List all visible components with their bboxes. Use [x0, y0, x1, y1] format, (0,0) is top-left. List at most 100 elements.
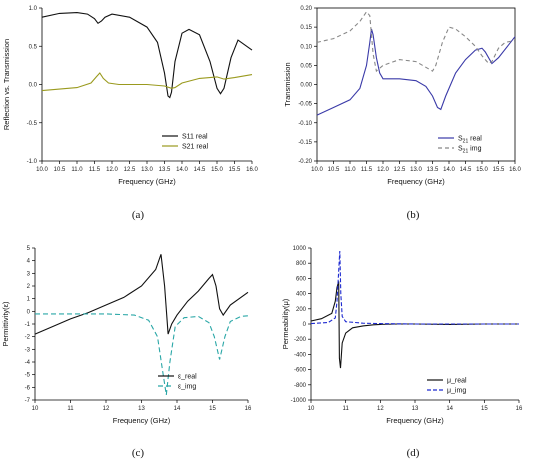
y-tick-label: -7: [25, 398, 31, 404]
x-tick-label: 15.5: [493, 167, 505, 173]
series-line-1: [34, 254, 249, 335]
x-axis-title: Frequency (GHz): [387, 177, 445, 186]
x-tick-label: 16: [516, 406, 523, 412]
y-tick-label: -0.20: [298, 159, 312, 165]
y-tick-label: -1: [25, 322, 31, 328]
x-tick-label: 13.0: [410, 167, 422, 173]
x-tick-label: 14: [174, 406, 181, 412]
y-tick-label: -800: [294, 383, 307, 389]
x-tick-label: 13.0: [141, 167, 153, 173]
x-tick-label: 11: [67, 406, 74, 412]
y-tick-label: -2: [25, 335, 31, 341]
y-axis-title: Permittivity(ε): [1, 301, 10, 347]
x-axis-title: Frequency (GHz): [386, 416, 444, 425]
x-axis-title: Frequency (GHz): [118, 177, 176, 186]
y-tick-label: 0.5: [29, 44, 38, 50]
y-tick-label: -1.0: [27, 159, 38, 165]
series-line-1: [316, 28, 516, 116]
y-tick-label: 400: [296, 292, 307, 298]
series-line-2: [41, 72, 253, 92]
x-tick-label: 14: [446, 406, 453, 412]
y-tick-label: -200: [294, 337, 307, 343]
y-tick-label: 0.05: [300, 63, 312, 69]
y-tick-label: 0.20: [300, 6, 312, 12]
legend-label-rest: real: [468, 136, 482, 143]
x-tick-label: 16.0: [509, 167, 521, 173]
x-tick-label: 12: [377, 406, 384, 412]
x-tick-label: 12: [103, 406, 110, 412]
legend-label: S21 real: [458, 136, 482, 145]
legend-label: S21 img: [458, 146, 482, 155]
chart-panel-2: 10.0 10.5 11.0 11.5 12.0 12.5 13.0 13.5 14.0 14.5…: [283, 6, 521, 221]
x-tick-label: 13: [138, 406, 145, 412]
x-tick-label: 12.5: [124, 167, 136, 173]
y-tick-label: 1000: [293, 246, 307, 252]
x-tick-label: 13.5: [159, 167, 171, 173]
x-tick-label: 15: [209, 406, 216, 412]
legend: μ_real μ_img: [427, 378, 467, 395]
x-tick-label: 13.5: [427, 167, 439, 173]
y-tick-label: -0.10: [298, 121, 312, 127]
legend-label-main: S: [458, 136, 463, 143]
series-line-2: [316, 10, 516, 73]
x-tick-label: 14.0: [443, 167, 455, 173]
x-tick-label: 10: [308, 406, 315, 412]
plot-frame: [316, 7, 516, 162]
x-tick-label: 14.0: [176, 167, 188, 173]
x-tick-label: 10.0: [36, 167, 48, 173]
y-tick-label: 2: [27, 284, 31, 290]
x-tick-label: 15.5: [229, 167, 241, 173]
x-tick-label: 15.0: [211, 167, 223, 173]
y-axis-title: Transmission: [283, 62, 292, 106]
legend: S11 real S21 real: [162, 134, 209, 151]
y-axis-title: Permeability(μ): [281, 298, 290, 349]
y-tick-label: 0: [27, 309, 31, 315]
panel-label: (c): [132, 447, 145, 459]
y-tick-label: -4: [25, 360, 31, 366]
y-tick-label: 200: [296, 307, 307, 313]
legend-label-sub: 21: [463, 149, 469, 155]
panel-label: (a): [132, 209, 145, 221]
x-tick-label: 10.5: [328, 167, 340, 173]
legend-label-main: S: [458, 146, 463, 153]
y-tick-label: 800: [296, 261, 307, 267]
x-tick-label: 11.0: [344, 167, 356, 173]
panel-label: (d): [407, 447, 420, 459]
y-tick-label: 600: [296, 276, 307, 282]
y-tick-label: 3: [27, 271, 31, 277]
chart-panel-4: 10 11 12 13 14 15 16 1000 800 600 400 200 0 -200 -400 -…: [281, 246, 523, 459]
panel-label: (b): [407, 209, 420, 221]
legend-label: ε_real: [178, 374, 197, 381]
series-line-2: [310, 250, 519, 325]
legend-label: S21 real: [182, 144, 209, 151]
series-line-2: [35, 313, 249, 395]
y-tick-label: 0.10: [300, 44, 312, 50]
y-tick-label: -5: [25, 373, 31, 379]
x-tick-label: 11.0: [71, 167, 83, 173]
x-tick-label: 10.0: [311, 167, 323, 173]
chart-panel-3: 10 11 12 13 14 15 16543210-1-2-3-4-5-6-7Freque…: [1, 246, 252, 459]
legend-label: μ_real: [447, 378, 467, 385]
x-tick-label: 16.0: [246, 167, 258, 173]
legend-label: μ_img: [447, 388, 466, 395]
y-tick-label: 1.0: [29, 6, 38, 12]
series-line-1: [310, 281, 519, 369]
x-tick-label: 14.5: [194, 167, 206, 173]
x-tick-label: 10: [32, 406, 39, 412]
x-tick-label: 12.0: [106, 167, 118, 173]
legend-label-rest: img: [468, 146, 481, 153]
x-tick-label: 11.5: [89, 167, 101, 173]
x-tick-label: 15.0: [476, 167, 488, 173]
x-tick-label: 14.5: [460, 167, 472, 173]
y-tick-label: -3: [25, 347, 31, 353]
y-tick-label: 5: [27, 246, 31, 252]
legend-label: ε_img: [178, 384, 196, 391]
x-tick-label: 15: [481, 406, 488, 412]
x-tick-label: 16: [245, 406, 252, 412]
x-tick-label: 11: [343, 406, 350, 412]
x-axis-title: Frequency (GHz): [113, 416, 171, 425]
y-tick-label: -0.05: [298, 102, 312, 108]
y-tick-label: 1: [27, 297, 31, 303]
